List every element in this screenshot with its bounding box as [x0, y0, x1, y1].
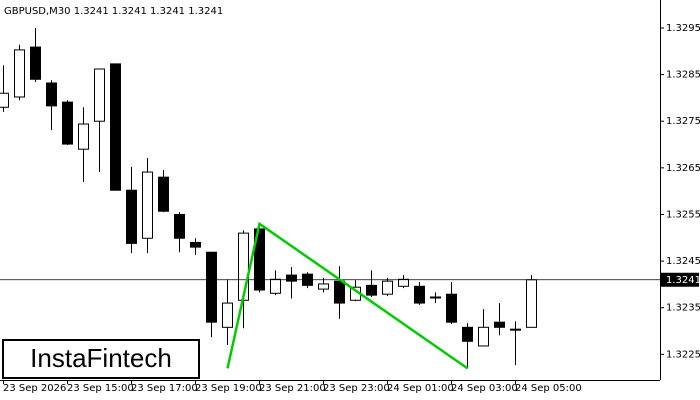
candle-body: [526, 279, 537, 328]
chart-title: GBPUSD,M30 1.3241 1.3241 1.3241 1.3241: [4, 6, 223, 17]
candle-body: [222, 302, 233, 328]
candle-body: [94, 68, 105, 122]
candle-body: [318, 283, 329, 290]
x-tick-label: 23 Sep 2026: [3, 383, 66, 394]
candle-body: [478, 326, 489, 347]
candle-body: [334, 280, 345, 304]
candle-body: [174, 213, 185, 239]
y-tick-label: 1.3265: [666, 163, 700, 174]
candle-body: [238, 232, 249, 301]
candle-body: [0, 92, 9, 108]
candle-body: [142, 171, 153, 239]
y-tick-label: 1.3285: [666, 70, 700, 81]
candle-body: [206, 251, 217, 323]
logo: InstaFintech: [30, 343, 172, 373]
price-tag-label: 1.3241: [666, 275, 700, 286]
x-tick-label: 23 Sep 15:00: [67, 383, 134, 394]
y-tick-label: 1.3295: [666, 23, 700, 34]
x-tick-label: 24 Sep 05:00: [515, 383, 582, 394]
candle-body: [430, 296, 441, 299]
y-tick-label: 1.3245: [666, 256, 700, 267]
x-tick-label: 23 Sep 17:00: [131, 383, 198, 394]
x-tick-label: 24 Sep 03:00: [451, 383, 518, 394]
candle-body: [30, 46, 41, 80]
y-tick-label: 1.3275: [666, 116, 700, 127]
logo-box: [2, 339, 200, 379]
candle-body: [110, 63, 121, 191]
y-tick-label: 1.3225: [666, 349, 700, 360]
candle-body: [510, 328, 521, 331]
candle-body: [126, 189, 137, 244]
candle-body: [46, 82, 57, 107]
candle-body: [446, 293, 457, 323]
price-tag: [661, 272, 699, 287]
candle-body: [414, 285, 425, 304]
candle-body: [158, 176, 169, 212]
candle-body: [286, 274, 297, 282]
candle-body: [270, 278, 281, 294]
pattern-line: [226, 221, 469, 370]
x-tick-label: 23 Sep 21:00: [259, 383, 326, 394]
candle-body: [366, 284, 377, 296]
x-tick-label: 23 Sep 19:00: [195, 383, 262, 394]
candle-body: [78, 123, 89, 150]
y-tick-label: 1.3235: [666, 303, 700, 314]
candle-body: [494, 321, 505, 328]
y-tick-label: 1.3255: [666, 209, 700, 220]
candle-body: [62, 101, 73, 145]
candle-body: [398, 278, 409, 287]
candle-body: [190, 241, 201, 248]
x-tick-label: 23 Sep 23:00: [323, 383, 390, 394]
candle-body: [14, 49, 25, 98]
x-tick-label: 24 Sep 01:00: [387, 383, 454, 394]
candle-body: [382, 280, 393, 295]
candle-body: [462, 326, 473, 342]
